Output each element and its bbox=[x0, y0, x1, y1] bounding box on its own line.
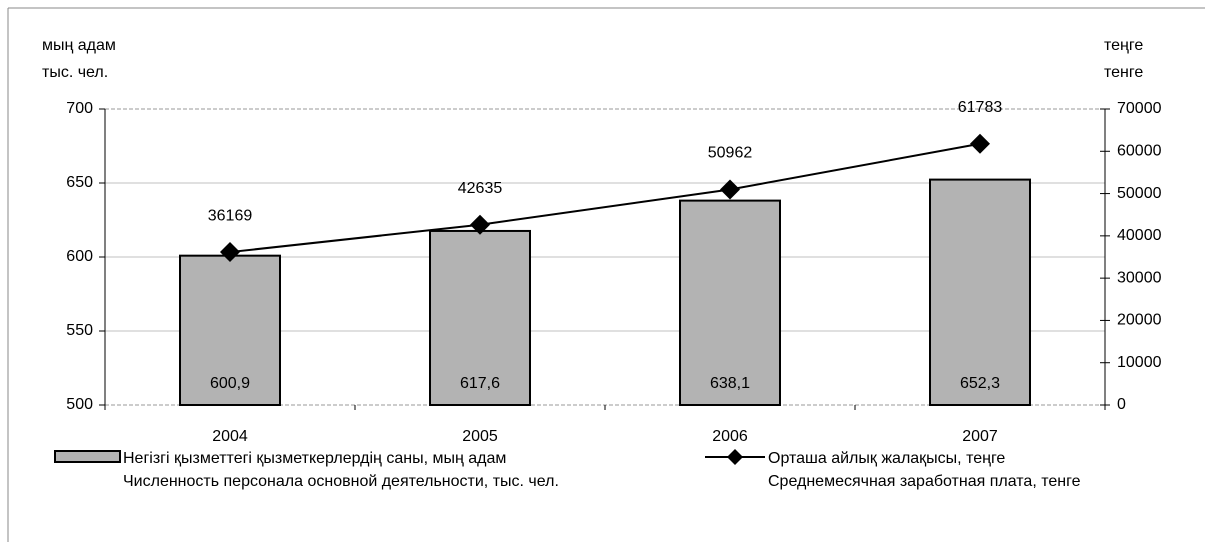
y2-axis-label: теңге bbox=[1104, 37, 1143, 54]
legend-label: Орташа айлық жалақысы, теңге bbox=[768, 450, 1005, 467]
bar bbox=[679, 199, 781, 406]
y-axis-label: мың адам bbox=[42, 37, 116, 54]
line-value-label: 42635 bbox=[458, 180, 503, 197]
y-tick-label: 700 bbox=[66, 100, 93, 117]
y2-tick-label: 40000 bbox=[1117, 227, 1162, 244]
line-marker bbox=[720, 179, 740, 200]
line-value-label: 50962 bbox=[708, 145, 753, 162]
bar bbox=[929, 178, 1031, 406]
line-marker bbox=[220, 242, 240, 263]
x-tick-label: 2007 bbox=[962, 428, 998, 445]
line-value-label: 61783 bbox=[958, 99, 1003, 116]
x-tick-label: 2004 bbox=[212, 428, 248, 445]
bar bbox=[179, 254, 281, 406]
legend-label: Численность персонала основной деятельно… bbox=[123, 473, 559, 490]
line-marker bbox=[470, 214, 490, 235]
y2-tick-label: 30000 bbox=[1117, 269, 1162, 286]
y2-tick-label: 20000 bbox=[1117, 312, 1162, 329]
y-tick-label: 650 bbox=[66, 174, 93, 191]
line-value-label: 36169 bbox=[208, 207, 253, 224]
legend-marker bbox=[727, 449, 743, 465]
y2-tick-label: 50000 bbox=[1117, 185, 1162, 202]
legend-swatch bbox=[54, 450, 121, 463]
bar-value-label: 600,9 bbox=[210, 375, 250, 392]
x-tick-label: 2006 bbox=[712, 428, 748, 445]
bar bbox=[429, 229, 531, 406]
line-marker bbox=[970, 133, 990, 154]
x-tick-label: 2005 bbox=[462, 428, 498, 445]
y2-tick-label: 70000 bbox=[1117, 100, 1162, 117]
bar-value-label: 652,3 bbox=[960, 375, 1000, 392]
y2-tick-label: 60000 bbox=[1117, 143, 1162, 160]
legend-label: Негізгі қызметтегі қызметкерлердің саны,… bbox=[123, 450, 506, 467]
y-tick-label: 500 bbox=[66, 396, 93, 413]
line bbox=[229, 142, 981, 254]
y-axis-label: тыс. чел. bbox=[42, 64, 108, 81]
y2-tick-label: 0 bbox=[1117, 396, 1126, 413]
y2-tick-label: 10000 bbox=[1117, 354, 1162, 371]
y-tick-label: 600 bbox=[66, 248, 93, 265]
bar-value-label: 638,1 bbox=[710, 375, 750, 392]
y-tick-label: 550 bbox=[66, 322, 93, 339]
bar-value-label: 617,6 bbox=[460, 375, 500, 392]
legend-label: Среднемесячная заработная плата, тенге bbox=[768, 473, 1081, 490]
y2-axis-label: тенге bbox=[1104, 64, 1143, 81]
